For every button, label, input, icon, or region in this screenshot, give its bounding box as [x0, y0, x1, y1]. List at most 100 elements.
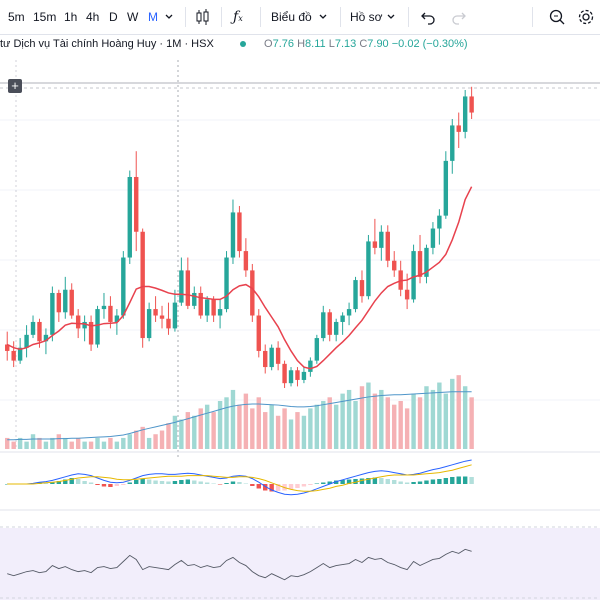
moving-average-line: [6, 186, 473, 370]
candle-body: [327, 312, 332, 335]
volume-bar: [217, 401, 223, 449]
candlestick-icon[interactable]: [195, 0, 211, 34]
volume-bar: [56, 434, 62, 449]
candle-body: [404, 289, 410, 300]
volume-bar: [37, 437, 42, 449]
macd-histogram-bar: [237, 482, 242, 484]
layout-menu-button[interactable]: Biểu đồ: [271, 10, 312, 24]
profile-chevron-icon[interactable]: [386, 0, 396, 34]
macd-histogram-bar: [372, 477, 378, 484]
macd-histogram-bar: [288, 484, 294, 490]
profile-menu-button[interactable]: Hồ sơ: [350, 10, 383, 24]
open-value: 7.76: [272, 38, 295, 50]
interval-dropdown-chevron-icon[interactable]: [164, 0, 174, 34]
volume-bar: [237, 404, 242, 449]
redo-icon[interactable]: [451, 0, 467, 34]
macd-histogram-bar: [217, 484, 223, 485]
candle-body: [430, 228, 436, 248]
candle-body: [50, 292, 55, 335]
volume-bar: [127, 434, 132, 449]
macd-histogram-bar: [327, 481, 332, 484]
macd-histogram-bar: [108, 484, 113, 487]
candle-body: [456, 125, 461, 132]
volume-bar: [43, 441, 49, 449]
macd-histogram-bar: [140, 478, 145, 484]
volume-bar: [114, 441, 120, 449]
candle-body: [411, 251, 416, 300]
macd-histogram-bar: [192, 480, 197, 484]
volume-bar: [50, 437, 55, 449]
macd-signal-line: [7, 464, 472, 492]
candle-body: [179, 270, 184, 303]
macd-histogram-bar: [301, 484, 307, 487]
macd-histogram-bar: [153, 480, 158, 484]
volume-bar: [256, 397, 261, 449]
magnifier-icon[interactable]: [548, 0, 566, 34]
macd-histogram-bar: [82, 481, 87, 484]
candle-body: [224, 257, 229, 310]
candle-body: [37, 321, 42, 342]
macd-histogram-bar: [146, 479, 152, 484]
volume-bar: [88, 441, 94, 449]
volume-bar: [101, 441, 107, 449]
volume-bar: [153, 434, 158, 449]
volume-bar: [146, 437, 152, 449]
volume-bar: [269, 404, 274, 449]
interval-1h[interactable]: 1h: [64, 10, 78, 24]
candle-body: [346, 309, 352, 316]
volume-bar: [198, 408, 203, 449]
macd-histogram-bar: [308, 484, 313, 485]
volume-bar: [134, 430, 139, 449]
volume-bar: [30, 434, 36, 449]
candle-body: [321, 312, 326, 339]
volume-bar: [69, 441, 74, 449]
candle-body: [443, 160, 449, 216]
macd-histogram-bar: [353, 479, 358, 484]
macd-histogram-bar: [185, 479, 191, 484]
gear-icon[interactable]: [577, 0, 595, 34]
undo-icon[interactable]: [420, 0, 436, 34]
candle-body: [185, 270, 191, 306]
interval-m[interactable]: M: [148, 10, 158, 24]
candle-body: [95, 309, 100, 345]
macd-histogram-bar: [404, 482, 410, 484]
open-label: O: [264, 38, 273, 50]
volume-bar: [121, 437, 126, 449]
candle-body: [5, 344, 10, 351]
interval-15m[interactable]: 15m: [33, 10, 57, 24]
volume-bar: [308, 408, 313, 449]
symbol-title[interactable]: tư Dịch vụ Tài chính Hoàng Huy · 1M · HS…: [0, 38, 214, 50]
candle-body: [108, 305, 113, 322]
volume-bar: [82, 441, 87, 449]
macd-histogram-bar: [224, 483, 229, 484]
symbol-legend: tư Dịch vụ Tài chính Hoàng Huy · 1M · HS…: [0, 38, 468, 58]
fx-icon[interactable]: ƒx: [233, 9, 243, 25]
interval-4h[interactable]: 4h: [86, 10, 100, 24]
volume-bar: [211, 412, 216, 449]
candle-body: [269, 347, 274, 368]
macd-histogram-bar: [204, 482, 210, 484]
macd-histogram-bar: [166, 481, 171, 484]
interval-w[interactable]: W: [127, 10, 139, 24]
price-chart[interactable]: [0, 60, 600, 600]
candle-body: [24, 334, 29, 348]
add-plus-icon[interactable]: +: [8, 79, 22, 93]
high-label: H: [297, 38, 306, 50]
candle-body: [301, 371, 307, 380]
layout-chevron-icon[interactable]: [318, 0, 328, 34]
macd-histogram-bar: [411, 482, 416, 484]
volume-bar: [263, 412, 268, 449]
macd-histogram-bar: [469, 477, 474, 484]
rsi-line: [7, 548, 472, 581]
volume-bar: [166, 423, 171, 449]
candle-body: [159, 315, 165, 319]
market-status-dot-icon: [239, 41, 246, 48]
candle-body: [217, 309, 223, 316]
volume-bar: [327, 397, 332, 449]
volume-bar: [282, 408, 287, 449]
interval-d[interactable]: D: [109, 10, 118, 24]
interval-5m[interactable]: 5m: [8, 10, 25, 24]
macd-histogram-bar: [424, 480, 429, 484]
volume-bar: [224, 397, 229, 449]
candle-body: [75, 315, 81, 329]
